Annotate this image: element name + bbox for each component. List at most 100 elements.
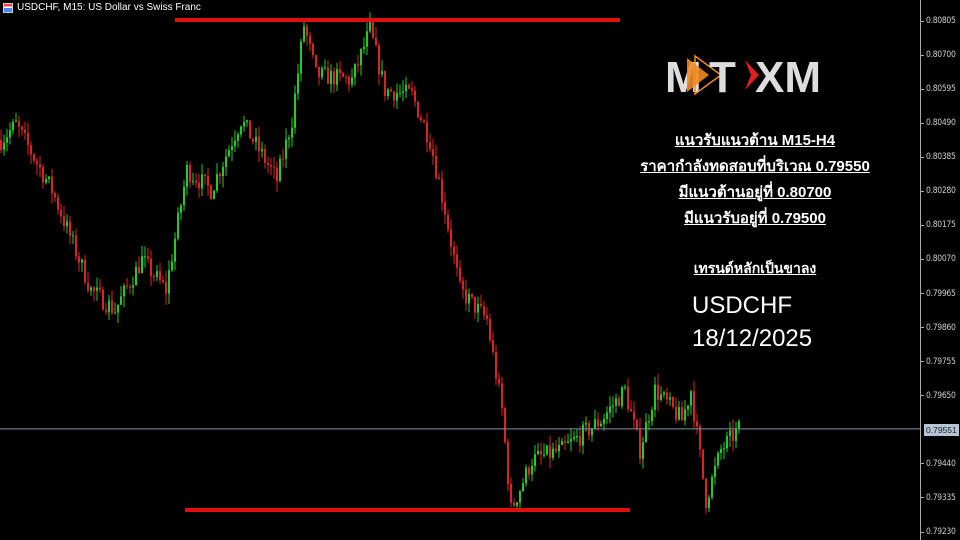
candle-body xyxy=(645,421,647,443)
candle-body xyxy=(135,266,137,286)
price-tick: 0.80070 xyxy=(920,254,956,264)
candle-body xyxy=(684,409,686,421)
candle-body xyxy=(591,428,593,436)
candle-body xyxy=(252,138,254,142)
candle-body xyxy=(27,132,29,146)
candle-body xyxy=(351,77,353,85)
candle-body xyxy=(111,300,113,313)
candle-body xyxy=(618,398,620,407)
candle-body xyxy=(267,162,269,166)
price-tick: 0.80595 xyxy=(920,84,956,94)
candle-body xyxy=(465,289,467,304)
candle-body xyxy=(411,88,413,91)
candle-body xyxy=(222,167,224,177)
candle-body xyxy=(381,70,383,75)
candle-body xyxy=(69,221,71,236)
candle-body xyxy=(672,397,674,407)
candle-body xyxy=(165,281,167,294)
candle-body xyxy=(129,286,131,288)
candle-body xyxy=(405,84,407,92)
candle-body xyxy=(489,319,491,341)
candle-body xyxy=(552,448,554,458)
candle-body xyxy=(534,454,536,466)
price-axis[interactable] xyxy=(920,0,921,540)
candle-body xyxy=(171,261,173,271)
annotation-line-4: มีแนวรับอยู่ที่ 0.79500 xyxy=(684,210,826,227)
candle-body xyxy=(435,155,437,178)
candle-body xyxy=(705,478,707,508)
candle-body xyxy=(159,271,161,281)
candle-body xyxy=(393,91,395,101)
price-tick: 0.79230 xyxy=(920,527,956,537)
candle-body xyxy=(486,315,488,320)
price-tick: 0.80175 xyxy=(920,220,956,230)
candle-body xyxy=(492,340,494,352)
candle-body xyxy=(633,411,635,420)
candle-body xyxy=(717,452,719,466)
candle-body xyxy=(30,145,32,155)
candle-body xyxy=(471,293,473,297)
candle-body xyxy=(600,423,602,427)
price-tick: 0.79860 xyxy=(920,323,956,333)
candle-body xyxy=(60,209,62,217)
candle-body xyxy=(228,150,230,157)
candle-body xyxy=(402,91,404,93)
candle-body xyxy=(690,391,692,406)
candle-body xyxy=(264,149,266,163)
candle-body xyxy=(303,26,305,42)
candle-body xyxy=(408,84,410,89)
mt-xm-logo: M T XM xyxy=(665,53,821,98)
candle-body xyxy=(54,193,56,198)
candle-body xyxy=(114,312,116,314)
candle-body xyxy=(429,142,431,149)
candle-body xyxy=(714,465,716,477)
candle-body xyxy=(615,398,617,406)
candle-body xyxy=(285,139,287,160)
candle-body xyxy=(531,465,533,475)
candle-body xyxy=(117,304,119,313)
candle-body xyxy=(507,442,509,485)
annotation-line-3: มีแนวต้านอยู่ที่ 0.80700 xyxy=(678,184,832,201)
candle-body xyxy=(537,450,539,455)
candle-body xyxy=(612,405,614,407)
candle-body xyxy=(321,68,323,78)
candle-body xyxy=(126,285,128,287)
candle-body xyxy=(369,22,371,32)
candle-body xyxy=(183,186,185,206)
candle-body xyxy=(66,221,68,227)
candle-body xyxy=(681,407,683,421)
candle-body xyxy=(147,256,149,259)
svg-text:T: T xyxy=(709,53,736,98)
candle-body xyxy=(273,166,275,168)
candle-body xyxy=(219,174,221,177)
candle-body xyxy=(558,444,560,452)
candle-body xyxy=(0,140,2,150)
candle-body xyxy=(474,296,476,313)
chart-window-icon xyxy=(3,2,13,13)
candle-body xyxy=(525,467,527,484)
price-chart[interactable] xyxy=(0,0,920,540)
candle-body xyxy=(651,409,653,422)
candle-body xyxy=(348,77,350,85)
candle-body xyxy=(654,384,656,410)
price-tick: 0.79335 xyxy=(920,493,956,503)
candle-body xyxy=(660,394,662,400)
candle-body xyxy=(522,483,524,492)
candle-body xyxy=(12,121,14,131)
candles xyxy=(0,12,740,514)
candle-body xyxy=(3,142,5,150)
candle-body xyxy=(162,280,164,282)
candle-body xyxy=(675,406,677,420)
candle-body xyxy=(201,174,203,189)
candle-body xyxy=(456,254,458,268)
candle-body xyxy=(261,149,263,152)
candle-body xyxy=(81,259,83,263)
candle-body xyxy=(384,70,386,97)
candle-body xyxy=(729,430,731,437)
candle-body xyxy=(720,449,722,453)
annotation-line-2: ราคากำลังทดสอบที่บริเวณ 0.79550 xyxy=(640,158,870,175)
candle-body xyxy=(246,120,248,123)
candle-body xyxy=(90,287,92,291)
candle-body xyxy=(24,129,26,133)
price-tick: 0.80280 xyxy=(920,186,956,196)
